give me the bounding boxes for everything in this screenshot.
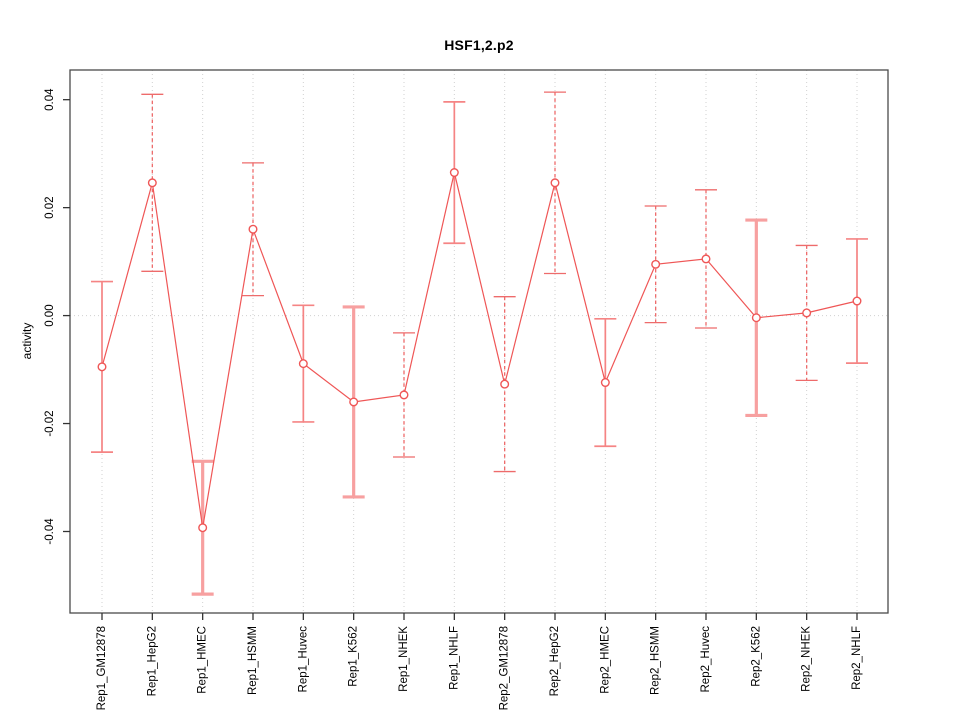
data-point-marker bbox=[198, 523, 208, 533]
y-tick-label: 0.02 bbox=[44, 196, 56, 218]
data-point-marker bbox=[97, 362, 107, 372]
y-tick-label: -0.04 bbox=[44, 518, 56, 545]
x-tick-label: Rep1_K562 bbox=[348, 626, 360, 687]
x-tick-label: Rep2_NHEK bbox=[801, 626, 813, 692]
data-point-marker bbox=[449, 168, 459, 178]
data-point-marker bbox=[701, 254, 711, 264]
chart-title: HSF1,2.p2 bbox=[444, 37, 514, 53]
data-point-marker bbox=[147, 178, 157, 188]
x-tick-label: Rep1_NHLF bbox=[448, 626, 460, 690]
data-point-marker bbox=[550, 178, 560, 188]
data-point-marker bbox=[802, 308, 812, 318]
x-tick-label: Rep2_HMEC bbox=[599, 626, 611, 694]
data-point-marker bbox=[852, 296, 862, 306]
series-line bbox=[101, 172, 858, 528]
y-axis-label: activity bbox=[20, 322, 34, 360]
y-tick-label: -0.02 bbox=[44, 410, 56, 436]
data-point-marker bbox=[399, 390, 409, 400]
y-tick-label: 0.04 bbox=[44, 88, 56, 111]
plot-border bbox=[69, 69, 889, 614]
x-tick-label: Rep1_NHEK bbox=[398, 626, 410, 692]
x-tick-label: Rep1_HMEC bbox=[197, 626, 209, 694]
x-tick-label: Rep1_GM12878 bbox=[96, 626, 108, 710]
data-point-marker bbox=[600, 378, 610, 388]
x-tick-label: Rep2_GM12878 bbox=[499, 626, 511, 710]
data-point-marker bbox=[298, 359, 308, 369]
x-tick-label: Rep2_Huvec bbox=[700, 626, 712, 693]
x-tick-label: Rep1_HepG2 bbox=[146, 626, 158, 696]
x-tick-label: Rep2_HepG2 bbox=[549, 626, 561, 696]
y-tick-label: 0.00 bbox=[44, 304, 56, 326]
x-tick-label: Rep1_HSMM bbox=[247, 626, 259, 695]
data-point-marker bbox=[651, 259, 661, 269]
data-point-marker bbox=[751, 313, 761, 323]
data-point-marker bbox=[500, 379, 510, 389]
data-point-marker bbox=[248, 224, 258, 234]
x-tick-label: Rep2_K562 bbox=[750, 626, 762, 687]
x-tick-label: Rep1_Huvec bbox=[297, 626, 309, 693]
data-point-marker bbox=[349, 397, 359, 407]
x-tick-label: Rep2_NHLF bbox=[851, 626, 863, 690]
x-tick-label: Rep2_HSMM bbox=[650, 626, 662, 695]
